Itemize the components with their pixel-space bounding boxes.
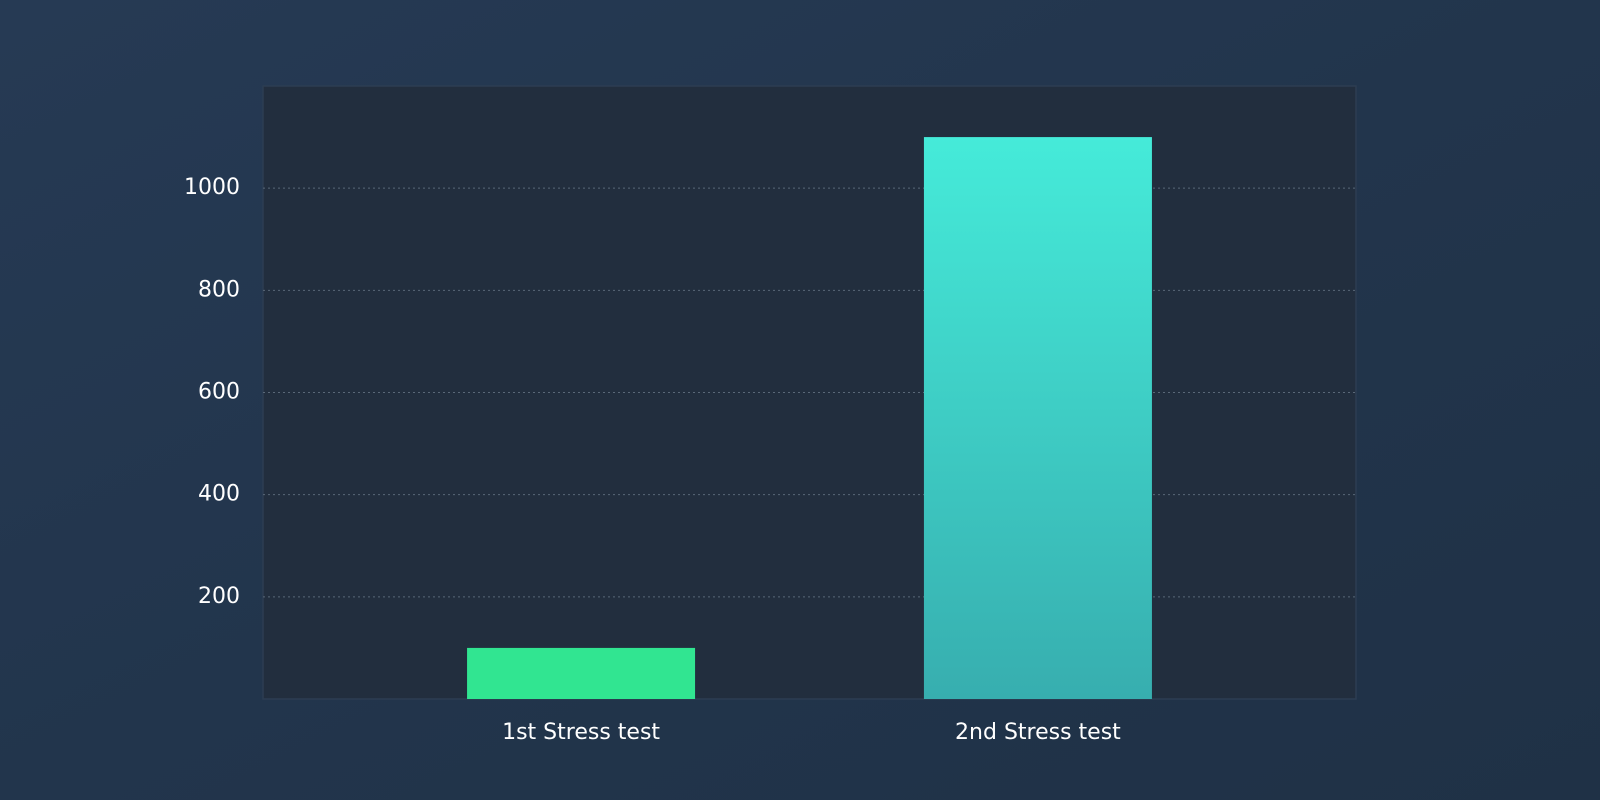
bar — [923, 137, 1152, 700]
y-tick-label: 1000 — [184, 175, 240, 200]
x-tick-label: 1st Stress test — [502, 720, 660, 745]
y-tick-label: 400 — [198, 482, 240, 507]
y-tick-label: 200 — [198, 584, 240, 609]
y-tick-label: 800 — [198, 277, 240, 302]
y-tick-label: 600 — [198, 380, 240, 405]
x-tick-label: 2nd Stress test — [955, 720, 1121, 745]
bar — [467, 647, 696, 699]
